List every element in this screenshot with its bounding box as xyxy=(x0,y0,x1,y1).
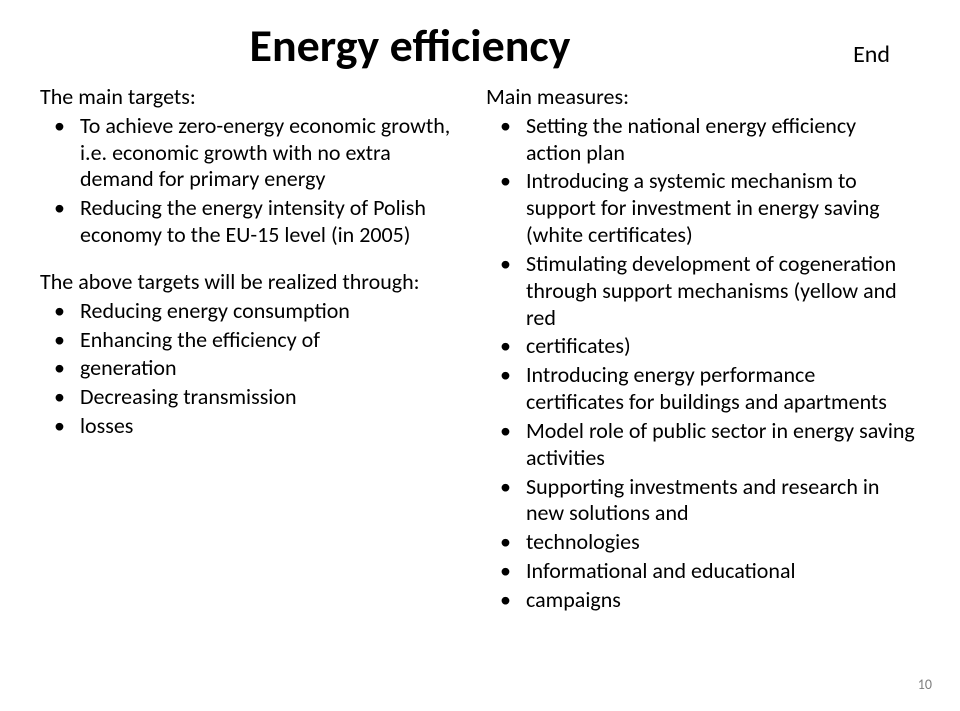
targets-list: To achieve zero-energy economic growth, … xyxy=(40,113,460,249)
page-number: 10 xyxy=(918,676,932,693)
list-item: Model role of public sector in energy sa… xyxy=(486,418,916,472)
measures-list: Setting the national energy efficiency a… xyxy=(486,113,916,614)
right-column: Main measures: Setting the national ener… xyxy=(486,84,916,634)
list-item: certificates) xyxy=(486,333,916,360)
realized-block: The above targets will be realized throu… xyxy=(40,269,460,440)
list-item: generation xyxy=(40,355,460,382)
list-item: Enhancing the efficiency of xyxy=(40,327,460,354)
list-item: losses xyxy=(40,413,460,440)
list-item: Supporting investments and research in n… xyxy=(486,474,916,528)
realized-lead: The above targets will be realized throu… xyxy=(40,269,460,296)
columns: The main targets: To achieve zero-energy… xyxy=(40,84,920,634)
slide-title: Energy efficiency xyxy=(150,18,670,74)
list-item: campaigns xyxy=(486,587,916,614)
list-item: Introducing energy performance certifica… xyxy=(486,362,916,416)
targets-lead: The main targets: xyxy=(40,84,460,111)
list-item: Decreasing transmission xyxy=(40,384,460,411)
measures-block: Main measures: Setting the national ener… xyxy=(486,84,916,614)
list-item: Stimulating development of cogeneration … xyxy=(486,251,916,331)
list-item: Introducing a systemic mechanism to supp… xyxy=(486,168,916,248)
targets-block: The main targets: To achieve zero-energy… xyxy=(40,84,460,249)
realized-list: Reducing energy consumption Enhancing th… xyxy=(40,298,460,440)
list-item: technologies xyxy=(486,529,916,556)
list-item: Setting the national energy efficiency a… xyxy=(486,113,916,167)
list-item: Reducing the energy intensity of Polish … xyxy=(40,195,460,249)
end-label: End xyxy=(853,40,890,69)
list-item: To achieve zero-energy economic growth, … xyxy=(40,113,460,193)
list-item: Informational and educational xyxy=(486,558,916,585)
slide: Energy efficiency End The main targets: … xyxy=(0,0,960,711)
list-item: Reducing energy consumption xyxy=(40,298,460,325)
measures-lead: Main measures: xyxy=(486,84,916,111)
left-column: The main targets: To achieve zero-energy… xyxy=(40,84,460,634)
